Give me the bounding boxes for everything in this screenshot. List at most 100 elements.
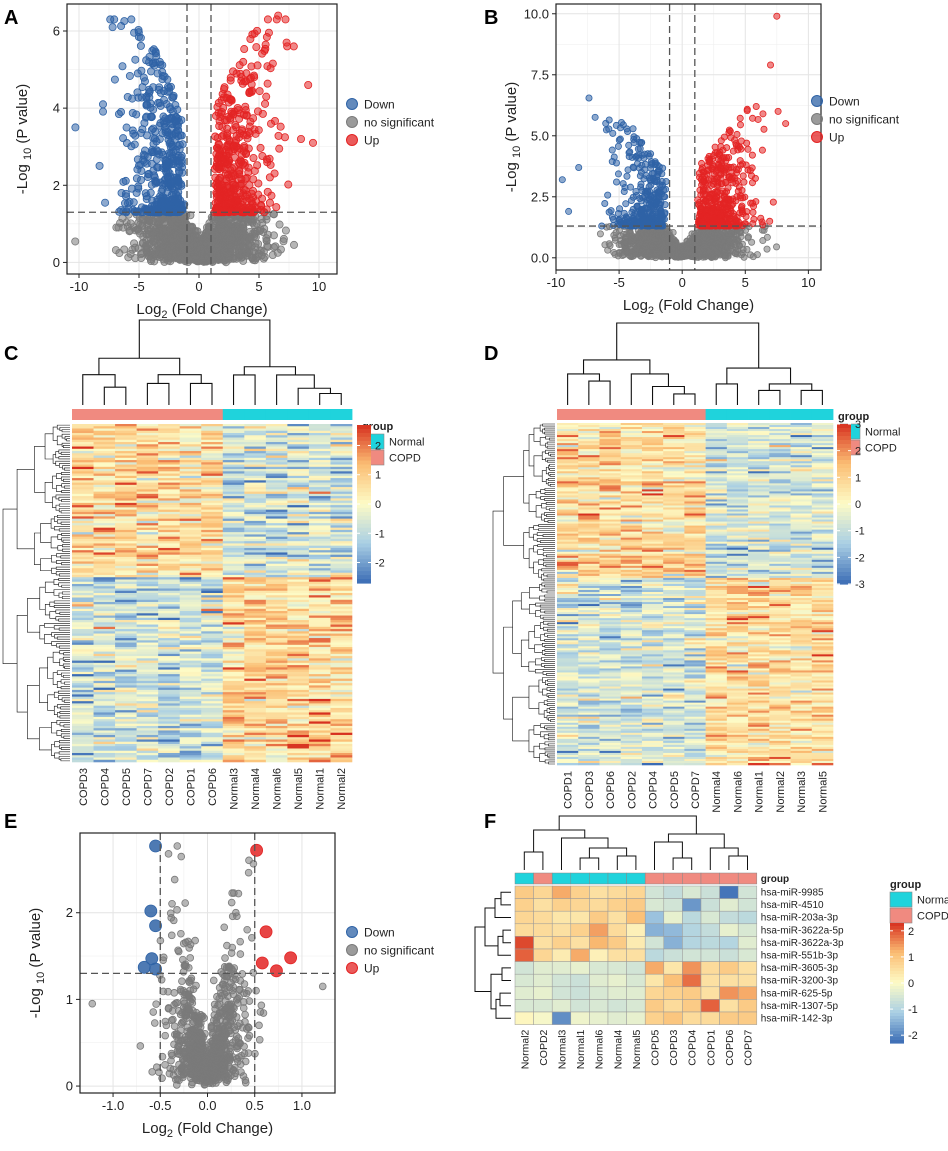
heatmap-cell — [158, 435, 180, 438]
point-up — [737, 145, 745, 153]
point-up — [752, 102, 760, 110]
heatmap-cell — [72, 453, 94, 456]
point-up — [221, 200, 230, 209]
heatmap-cell — [330, 435, 353, 438]
point-down — [575, 164, 583, 172]
point-down — [169, 93, 178, 102]
heatmap-cell — [158, 430, 180, 434]
point-up — [718, 180, 726, 188]
heatmap-cell — [330, 453, 353, 456]
point-up — [742, 213, 750, 221]
point-down — [120, 17, 129, 26]
point-down — [635, 218, 643, 226]
heatmap-cell — [93, 446, 116, 450]
heatmap-cell — [287, 457, 310, 461]
heatmap-cell — [201, 435, 224, 438]
heatmap-cell — [330, 428, 353, 432]
heatmap-cell — [179, 444, 202, 447]
heatmap-cell — [179, 430, 202, 434]
heatmap-cell — [330, 426, 353, 429]
point-up — [725, 129, 733, 137]
point-up — [242, 148, 251, 157]
point-down — [591, 113, 599, 121]
point-up — [733, 130, 741, 138]
point-down — [165, 131, 174, 140]
heatmap-cell — [115, 466, 137, 470]
point-up — [710, 177, 718, 185]
heatmap-cell — [201, 464, 224, 468]
heatmap-cell — [330, 455, 353, 459]
point-ns — [222, 254, 231, 263]
heatmap-cell — [72, 424, 94, 427]
heatmap-cell — [265, 437, 288, 441]
heatmap-cell — [115, 439, 137, 443]
point-ns — [696, 252, 704, 260]
heatmap-cell — [308, 451, 331, 454]
point-ns — [149, 237, 158, 246]
point-up — [274, 11, 283, 20]
point-up — [727, 202, 735, 210]
x-tick-label: -10 — [547, 275, 566, 290]
heatmap-cell — [201, 455, 224, 459]
heatmap-cell — [115, 426, 137, 429]
heatmap-cell — [179, 448, 202, 452]
point-up — [304, 81, 313, 90]
heatmap-cell — [179, 446, 202, 450]
point-ns — [122, 218, 131, 227]
point-up — [213, 155, 222, 164]
point-up — [751, 174, 759, 182]
point-up — [728, 169, 736, 177]
heatmap-cell — [72, 448, 94, 452]
point-down — [119, 177, 128, 186]
point-up — [245, 88, 254, 97]
point-ns — [773, 243, 781, 251]
heatmap-cell — [179, 466, 202, 470]
heatmap-cell — [115, 457, 137, 461]
point-down — [658, 215, 666, 223]
heatmap-cell — [330, 444, 353, 447]
heatmap-cell — [158, 444, 180, 447]
point-up — [217, 132, 226, 141]
heatmap-cell — [115, 460, 137, 463]
heatmap-cell — [136, 444, 159, 447]
point-ns — [240, 247, 249, 256]
point-down — [129, 129, 138, 138]
point-ns — [622, 248, 630, 256]
point-down — [661, 201, 669, 209]
heatmap-cell — [308, 462, 331, 465]
point-up — [716, 196, 724, 204]
heatmap-cell — [93, 460, 116, 463]
heatmap-cell — [179, 424, 202, 427]
x-tick-label: 0 — [679, 275, 686, 290]
heatmap-cell — [265, 446, 288, 450]
group-bar-cell — [244, 409, 267, 420]
point-down — [149, 83, 158, 92]
point-up — [717, 137, 725, 145]
point-down — [159, 180, 168, 189]
point-up — [229, 184, 238, 193]
heatmap-cell — [308, 464, 331, 468]
point-ns — [175, 232, 184, 241]
point-down — [620, 221, 628, 229]
heatmap-cell — [330, 460, 353, 463]
point-up — [767, 61, 775, 69]
heatmap-cell — [115, 446, 137, 450]
heatmap-cell — [265, 433, 288, 436]
heatmap-cell — [93, 437, 116, 441]
point-ns — [160, 218, 169, 227]
heatmap-cell — [244, 457, 267, 461]
point-down — [131, 55, 140, 64]
point-down — [622, 214, 630, 222]
group-bar-cell — [136, 409, 159, 420]
heatmap-cell — [222, 446, 245, 450]
point-down — [173, 105, 182, 114]
point-down — [121, 189, 130, 198]
point-ns — [652, 249, 660, 257]
x-axis-title: Log2 (Fold Change) — [136, 301, 267, 321]
heatmap-cell — [244, 448, 267, 452]
point-down — [622, 200, 630, 208]
point-down — [155, 135, 164, 144]
heatmap-cell — [222, 451, 245, 454]
legend-label-down: Down — [829, 95, 860, 109]
